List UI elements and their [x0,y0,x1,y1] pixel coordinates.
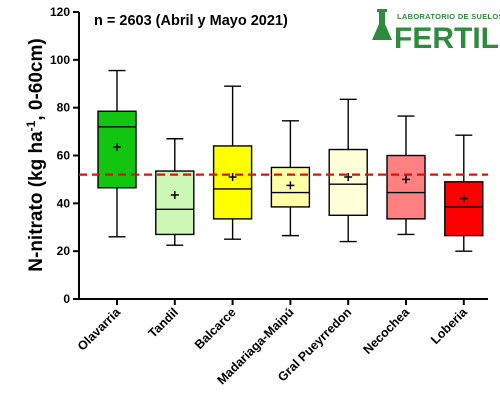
y-axis-label-part1: N-nitrato (kg ha [26,131,47,272]
box-iqr [155,170,195,236]
box-iqr [386,154,426,220]
x-tick-label: Olavarria [75,304,124,353]
y-axis-label-superscript: -1 [24,120,38,131]
y-tick-label: 80 [57,101,71,115]
flask-icon [372,9,392,40]
logo-title: FERTILAB [394,22,500,55]
y-tick-label: 120 [50,5,70,19]
y-axis-label-part2: , 0-60cm) [26,38,47,120]
box-iqr [212,145,253,220]
x-tick-label: Balcarce [192,305,239,352]
x-tick-label: Necochea [360,304,412,356]
y-axis-label: N-nitrato (kg ha-1, 0-60cm) [24,38,47,271]
y-tick-label: 40 [57,196,71,210]
chart-title: n = 2603 (Abril y Mayo 2021) [94,13,288,29]
fertilab-logo: LABORATORIO DE SUELOS FERTILAB [372,9,500,55]
x-tick-label: Loberia [428,304,471,347]
box-iqr [328,148,368,216]
y-tick-label: 20 [57,244,71,258]
y-tick-label: 60 [57,149,71,163]
box-iqr [444,181,484,237]
y-tick-label: 0 [63,292,70,306]
y-tick-label: 100 [50,53,70,67]
logo-subtitle: LABORATORIO DE SUELOS [397,12,500,21]
x-tick-label: Tandil [146,305,181,340]
